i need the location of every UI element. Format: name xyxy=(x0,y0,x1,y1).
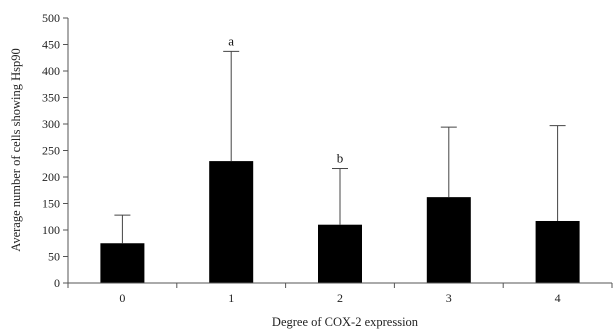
bar-1 xyxy=(209,161,254,283)
y-tick-label: 350 xyxy=(42,91,60,105)
y-tick-label: 500 xyxy=(42,11,60,25)
y-axis-ticks: 0 50 100 150 200 250 300 350 400 450 500 xyxy=(42,11,68,290)
y-tick-label: 250 xyxy=(42,144,60,158)
x-axis-ticks: 0 1 2 3 4 xyxy=(67,283,613,305)
x-axis-label: Degree of COX-2 expression xyxy=(272,315,419,329)
error-bars xyxy=(114,50,566,244)
y-tick-label: 100 xyxy=(42,223,60,237)
bar-4 xyxy=(535,220,580,283)
annotation-2: b xyxy=(337,151,344,166)
y-tick-label: 450 xyxy=(42,38,60,52)
x-tick-label: 4 xyxy=(555,291,561,305)
y-tick-label: 400 xyxy=(42,64,60,78)
bars xyxy=(100,161,580,283)
y-tick-label: 150 xyxy=(42,197,60,211)
annotation-1: a xyxy=(228,33,234,48)
x-tick-label: 3 xyxy=(446,291,452,305)
y-tick-label: 0 xyxy=(54,276,60,290)
y-tick-label: 200 xyxy=(42,170,60,184)
x-tick-label: 2 xyxy=(337,291,343,305)
bar-3 xyxy=(426,197,471,283)
bar-0 xyxy=(100,243,145,283)
x-tick-label: 1 xyxy=(228,291,234,305)
y-tick-label: 300 xyxy=(42,117,60,131)
bar-2 xyxy=(318,224,362,283)
x-tick-label: 0 xyxy=(119,291,125,305)
bar-annotations: ab xyxy=(228,33,343,165)
y-tick-label: 50 xyxy=(48,250,60,264)
y-axis-label: Average number of cells showing Hsp90 xyxy=(9,48,23,252)
